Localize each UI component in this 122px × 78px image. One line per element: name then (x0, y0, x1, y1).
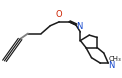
Text: O: O (56, 10, 62, 19)
Text: N: N (108, 61, 115, 70)
Text: N: N (76, 22, 82, 31)
Text: CH₃: CH₃ (109, 56, 122, 62)
